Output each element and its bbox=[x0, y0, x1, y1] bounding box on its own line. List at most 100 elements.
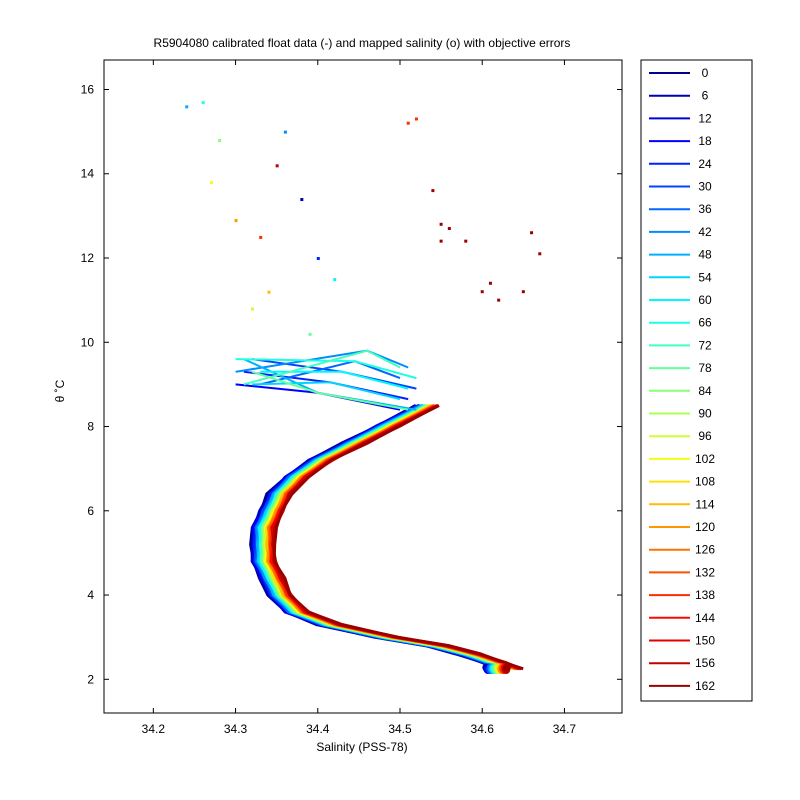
data-curves bbox=[235, 349, 524, 671]
warm-point bbox=[488, 281, 492, 285]
legend-label: 24 bbox=[698, 157, 712, 171]
x-tick-label: 34.5 bbox=[388, 722, 412, 736]
legend-label: 18 bbox=[698, 134, 712, 148]
upper-profile-line bbox=[235, 358, 417, 380]
legend-label: 156 bbox=[695, 656, 715, 670]
y-axis-ticks: 2 4 6 8 10 12 14 16 bbox=[81, 82, 622, 686]
warm-point bbox=[530, 231, 534, 235]
legend-label: 42 bbox=[698, 225, 712, 239]
warm-point bbox=[431, 189, 435, 193]
y-tick-label: 6 bbox=[87, 504, 94, 518]
x-tick-label: 34.7 bbox=[553, 722, 577, 736]
warm-point bbox=[414, 117, 418, 121]
legend-label: 120 bbox=[695, 520, 715, 534]
legend-label: 150 bbox=[695, 634, 715, 648]
x-tick-label: 34.4 bbox=[306, 722, 330, 736]
legend-label: 66 bbox=[698, 316, 712, 330]
legend-label: 0 bbox=[702, 66, 709, 80]
profile-curve-60 bbox=[257, 404, 507, 671]
legend-label: 72 bbox=[698, 338, 712, 352]
x-axis-label: Salinity (PSS-78) bbox=[316, 740, 407, 754]
profile-curve-156 bbox=[271, 404, 522, 671]
upper-profile-line bbox=[243, 349, 401, 386]
y-tick-label: 12 bbox=[81, 251, 95, 265]
x-axis-ticks: 34.2 34.3 34.4 34.5 34.6 34.7 bbox=[142, 60, 577, 736]
warm-point bbox=[497, 298, 501, 302]
scatter-point bbox=[251, 307, 254, 311]
profile-curve-72 bbox=[259, 404, 511, 671]
warm-point bbox=[406, 121, 410, 125]
profile-curve-6 bbox=[250, 404, 502, 671]
legend-label: 78 bbox=[698, 361, 712, 375]
scatter-point bbox=[185, 105, 189, 109]
legend-label: 54 bbox=[698, 270, 712, 284]
scatter-point bbox=[201, 101, 205, 105]
profile-curve-18 bbox=[251, 404, 501, 671]
profile-curve-36 bbox=[254, 404, 504, 671]
profile-curve-84 bbox=[260, 404, 510, 671]
y-axis-label: θ ˚C bbox=[53, 379, 67, 402]
profile-curve-126 bbox=[266, 404, 516, 671]
profile-curve-66 bbox=[258, 404, 509, 671]
data-markers bbox=[185, 101, 542, 675]
profile-curve-96 bbox=[263, 404, 515, 671]
legend-label: 138 bbox=[695, 588, 715, 602]
profile-curve-12 bbox=[250, 404, 501, 671]
profile-curve-144 bbox=[269, 404, 520, 671]
legend-box bbox=[640, 59, 753, 702]
scatter-point bbox=[283, 130, 287, 134]
profile-curve-90 bbox=[261, 404, 513, 671]
legend-label: 36 bbox=[698, 202, 712, 216]
profile-curve-42 bbox=[255, 404, 505, 671]
warm-point bbox=[439, 239, 443, 243]
y-tick-label: 14 bbox=[81, 167, 95, 181]
y-tick-label: 4 bbox=[87, 588, 94, 602]
warm-point bbox=[521, 290, 525, 294]
profile-curve-54 bbox=[256, 404, 508, 671]
upper-profile-line bbox=[251, 370, 409, 411]
legend-label: 84 bbox=[698, 384, 712, 398]
scatter-point bbox=[234, 219, 238, 223]
warm-point bbox=[480, 290, 484, 294]
legend-label: 108 bbox=[695, 475, 715, 489]
profile-curve-120 bbox=[266, 404, 518, 671]
legend-label: 162 bbox=[695, 679, 715, 693]
mapped-point bbox=[502, 663, 511, 672]
y-tick-label: 2 bbox=[87, 672, 94, 686]
scatter-point bbox=[308, 332, 312, 336]
plot-frame bbox=[103, 59, 623, 714]
profile-curve-108 bbox=[264, 404, 514, 671]
upper-profile-line bbox=[251, 381, 401, 401]
profile-curve-162 bbox=[272, 404, 524, 671]
profile-curve-150 bbox=[270, 404, 519, 671]
upper-profile-line bbox=[235, 383, 401, 411]
profile-curve-24 bbox=[252, 404, 504, 671]
legend-label: 48 bbox=[698, 248, 712, 262]
legend: 0 6 12 18 24 30 36 42 48 54 60 66 72 78 84 90 96 102 108 11… bbox=[640, 59, 753, 702]
x-tick-label: 34.2 bbox=[142, 722, 166, 736]
warm-point bbox=[538, 252, 542, 256]
legend-label: 90 bbox=[698, 407, 712, 421]
warm-point bbox=[439, 222, 443, 226]
legend-label: 6 bbox=[702, 89, 709, 103]
legend-label: 30 bbox=[698, 180, 712, 194]
legend-label: 12 bbox=[698, 111, 712, 125]
x-tick-label: 34.3 bbox=[224, 722, 248, 736]
y-tick-label: 8 bbox=[87, 420, 94, 434]
y-tick-label: 10 bbox=[81, 335, 95, 349]
legend-label: 126 bbox=[695, 543, 715, 557]
profile-curve-48 bbox=[255, 404, 508, 671]
profile-curve-132 bbox=[268, 404, 518, 671]
scatter-point bbox=[300, 198, 304, 202]
scatter-point bbox=[259, 235, 263, 239]
profile-curve-30 bbox=[253, 404, 505, 671]
chart-title: R5904080 calibrated float data (-) and m… bbox=[154, 36, 571, 50]
y-tick-label: 16 bbox=[81, 82, 95, 96]
x-tick-label: 34.6 bbox=[471, 722, 495, 736]
warm-point bbox=[447, 227, 451, 231]
legend-label: 132 bbox=[695, 565, 715, 579]
scatter-point bbox=[316, 257, 320, 261]
legend-label: 60 bbox=[698, 293, 712, 307]
profile-curve-138 bbox=[269, 404, 521, 671]
